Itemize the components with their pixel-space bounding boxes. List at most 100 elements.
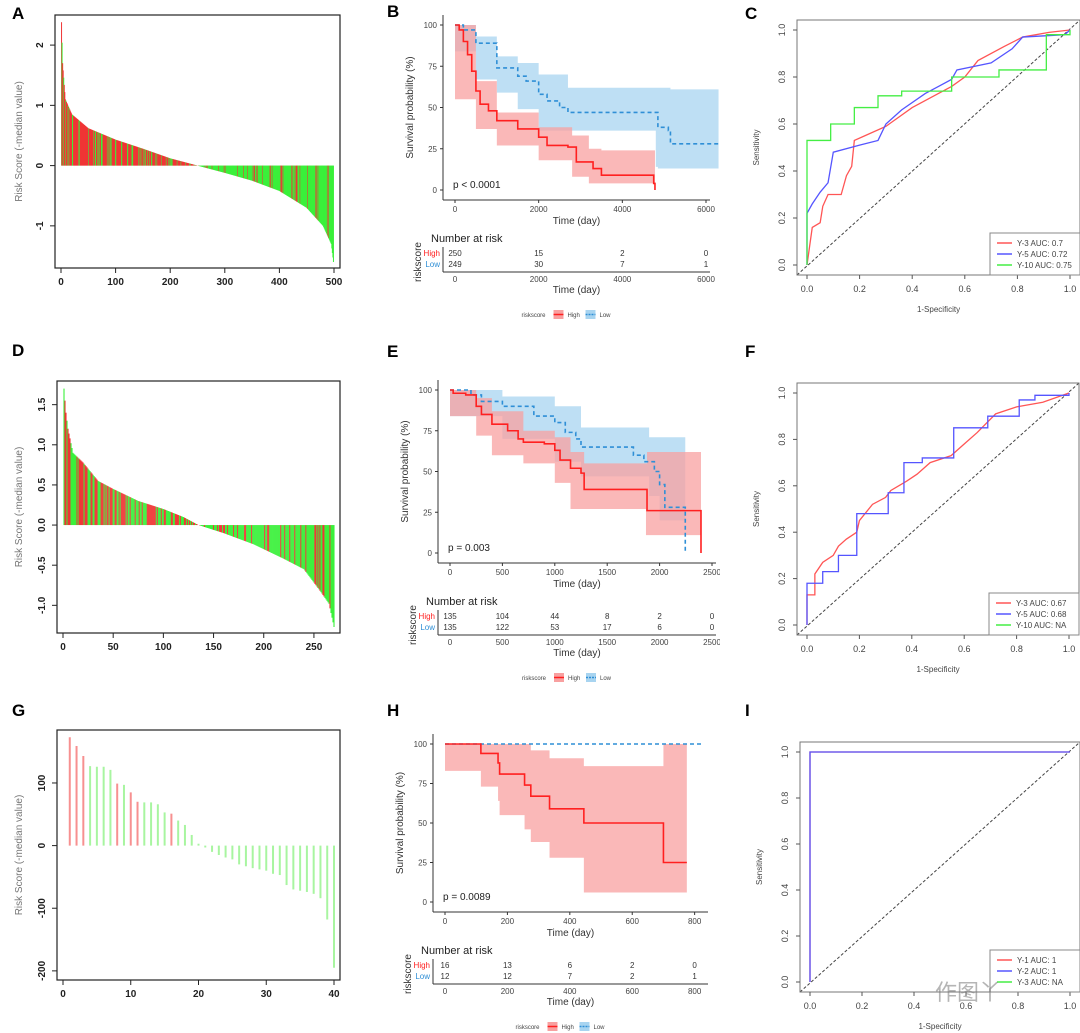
bar	[112, 138, 114, 166]
bar	[130, 144, 132, 166]
bar	[227, 165, 229, 174]
bar	[204, 525, 207, 528]
x-tick-label: 0	[453, 205, 458, 214]
bar	[75, 118, 77, 166]
bar	[304, 165, 306, 207]
bar	[162, 509, 164, 526]
bar	[229, 165, 231, 175]
bar	[140, 148, 142, 166]
y-tick-label: 0.0	[780, 976, 790, 989]
bar	[89, 129, 91, 166]
bar	[187, 162, 189, 166]
risk-value: 0	[704, 249, 709, 258]
bar	[99, 133, 101, 166]
bar	[82, 462, 84, 526]
bar	[200, 165, 202, 167]
bar	[330, 165, 332, 243]
bar	[219, 525, 221, 532]
bar	[169, 511, 171, 526]
bar	[268, 525, 270, 552]
legend-label-high: High	[568, 676, 580, 682]
bar	[260, 165, 262, 185]
bar	[234, 525, 236, 538]
bar	[330, 525, 332, 614]
legend-label: Y-3 AUC: NA	[1017, 978, 1064, 987]
bar	[133, 145, 135, 166]
bar	[238, 165, 240, 177]
panel-label: I	[745, 701, 750, 720]
y-tick-label: -200	[37, 960, 48, 980]
bar	[288, 165, 290, 197]
bar	[182, 161, 184, 166]
bar	[321, 165, 323, 225]
bar	[131, 498, 133, 526]
bar	[98, 132, 100, 166]
bar	[70, 113, 72, 166]
bar	[221, 525, 223, 533]
bar	[188, 163, 190, 166]
bar	[270, 165, 272, 188]
bar	[294, 525, 296, 565]
bar	[193, 522, 196, 526]
plot-frame	[56, 380, 341, 634]
bar	[205, 165, 207, 168]
bar	[106, 136, 108, 166]
x-tick-label: 1.0	[1064, 1001, 1077, 1011]
x-tick-label: 250	[306, 642, 323, 653]
bar	[136, 500, 138, 526]
bar	[320, 165, 322, 225]
bar	[191, 521, 194, 526]
bar	[223, 525, 225, 534]
y-tick-label: 0.5	[37, 478, 48, 492]
bar	[186, 519, 189, 526]
bar	[279, 525, 281, 557]
bar	[293, 165, 295, 200]
bar	[157, 507, 159, 526]
bar	[236, 165, 238, 177]
bar	[299, 525, 301, 568]
bar	[227, 525, 229, 535]
bar	[306, 525, 308, 574]
bar	[246, 525, 248, 542]
x-tick-label: 100	[107, 277, 124, 288]
x-tick-label: 4000	[613, 205, 631, 214]
bar	[258, 165, 260, 184]
bar	[91, 473, 93, 526]
bar	[110, 487, 112, 526]
bar	[312, 525, 314, 582]
bar	[63, 77, 65, 166]
bar	[236, 525, 238, 538]
bar	[153, 152, 155, 166]
bar	[149, 504, 151, 526]
bar	[293, 165, 295, 201]
bar	[257, 525, 259, 547]
bar	[239, 165, 241, 178]
bar	[284, 165, 286, 195]
bar	[287, 165, 289, 196]
bar	[150, 151, 152, 166]
y-tick-label: 0	[428, 549, 433, 558]
bar	[231, 165, 233, 175]
bar	[123, 142, 125, 166]
bar	[206, 525, 209, 528]
risk-value: 2	[620, 249, 625, 258]
bar	[240, 525, 242, 540]
bar	[235, 525, 237, 538]
bar	[324, 165, 326, 230]
legend-label-low: Low	[594, 1025, 606, 1031]
bar	[272, 525, 274, 554]
legend-title: riskscore	[522, 676, 547, 682]
bar	[117, 491, 119, 526]
bar	[325, 165, 327, 232]
x-tick-label: 0	[58, 277, 64, 288]
bar	[299, 165, 301, 204]
x-tick-label: 0.4	[906, 644, 919, 654]
bar	[243, 165, 245, 179]
legend-label: Y-3 AUC: 0.67	[1016, 599, 1067, 608]
bar	[199, 525, 202, 526]
bar	[257, 165, 259, 183]
x-axis-label: 1-Specificity	[916, 665, 959, 674]
bar	[224, 165, 226, 173]
bar	[159, 154, 161, 166]
x-tick-label: 0.8	[1010, 644, 1023, 654]
